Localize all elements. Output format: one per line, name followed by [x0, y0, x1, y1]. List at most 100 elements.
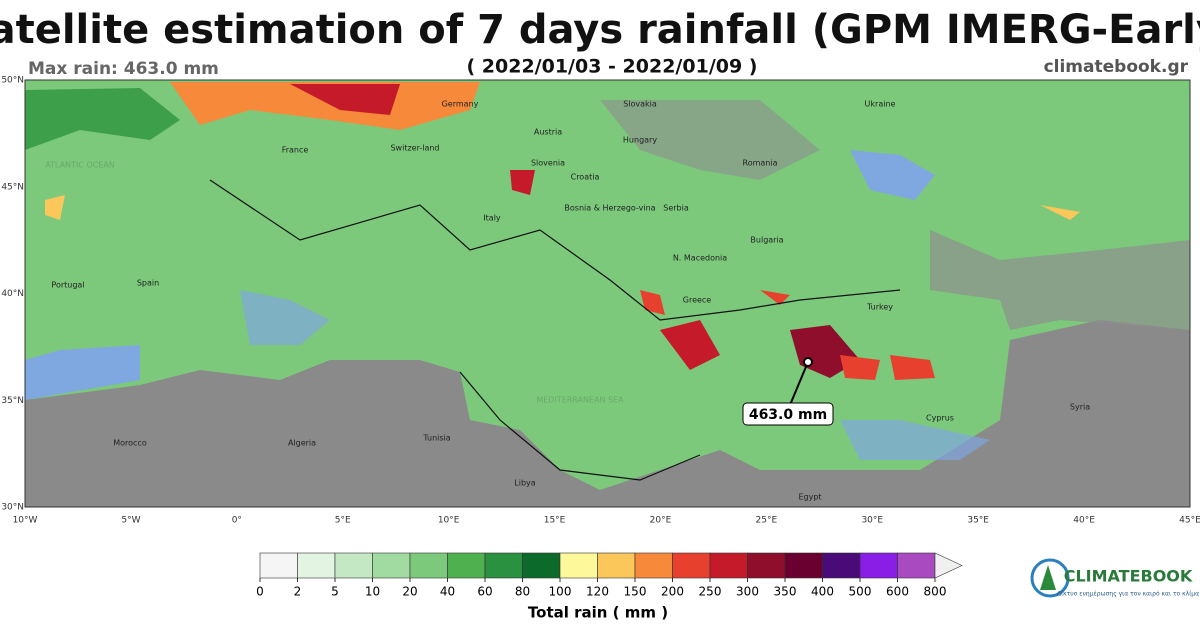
color-bin	[822, 552, 861, 579]
place-label: Spain	[137, 279, 159, 288]
place-label: Romania	[743, 159, 778, 168]
logo: CLIMATEBOOK Δίκτυο ενημέρωσης για τον κα…	[1030, 558, 1199, 598]
sea	[840, 420, 990, 460]
color-bin	[334, 552, 373, 579]
place-label: Serbia	[663, 204, 689, 213]
map-frame	[24, 79, 1191, 508]
lon-label: 20°E	[650, 516, 672, 526]
annotation-box	[742, 402, 834, 426]
annotation-pointer	[789, 361, 809, 406]
site: climatebook.gr	[1044, 57, 1189, 77]
place-label: ATLANTIC OCEAN	[45, 161, 115, 170]
rain-zone	[840, 355, 880, 380]
colorbar-tick-label: 250	[699, 585, 722, 599]
colorbar-tick-label: 100	[549, 585, 572, 599]
place-label: Ukraine	[865, 100, 896, 109]
rain-zone	[170, 82, 480, 130]
color-bin	[447, 552, 486, 579]
colorbar-tick-label: 600	[886, 585, 909, 599]
color-bin	[484, 552, 523, 579]
rain-zone	[1040, 205, 1080, 220]
place-label: Tunisia	[422, 434, 450, 443]
colorbar-tick-label: 2	[294, 585, 302, 599]
place-label: Syria	[1070, 403, 1090, 412]
place-label: Slovenia	[531, 159, 565, 168]
rain-zone	[760, 290, 790, 305]
logo-tagline: Δίκτυο ενημέρωσης για τον καιρό και το κ…	[1057, 591, 1199, 598]
sea	[240, 290, 330, 345]
place-label: Switzer-land	[390, 144, 439, 153]
lat-label: 35°N	[1, 396, 24, 406]
colorbar-tick-label: 200	[661, 585, 684, 599]
color-bin	[559, 552, 598, 579]
colorbar-tick-label: 500	[849, 585, 872, 599]
color-bin	[409, 552, 448, 579]
colorbar-tick-label: 10	[365, 585, 380, 599]
logo-name: CLIMATEBOOK	[1064, 567, 1193, 586]
lon-label: 5°E	[335, 516, 351, 526]
lon-label: 30°E	[861, 516, 883, 526]
place-label: Italy	[483, 214, 501, 223]
color-bin	[597, 552, 636, 579]
colorbar-tick-label: 5	[331, 585, 339, 599]
colorbar-label: Total rain ( mm )	[528, 604, 668, 622]
color-bin	[859, 552, 898, 579]
color-bin	[522, 552, 561, 579]
lon-label: 40°E	[1073, 516, 1095, 526]
sea	[850, 150, 935, 200]
place-label: MEDITERRANEAN SEA	[536, 396, 624, 405]
colorbar-tick-label: 20	[402, 585, 417, 599]
colorbar-tick-label: 400	[811, 585, 834, 599]
lon-label: 0°	[232, 516, 242, 526]
lon-label: 35°E	[967, 516, 989, 526]
lat-label: 45°N	[1, 182, 24, 192]
color-bin	[372, 552, 411, 579]
rain-zone	[290, 84, 400, 115]
colorbar-tick-label: 800	[924, 585, 947, 599]
place-label: Slovakia	[623, 100, 657, 109]
land-dry	[600, 100, 820, 180]
rain-zone	[510, 170, 535, 195]
colorbar-tick-label: 0	[256, 585, 264, 599]
place-label: Cyprus	[926, 414, 954, 423]
color-bin	[634, 552, 673, 579]
period: ( 2022/01/03 - 2022/01/09 )	[467, 56, 758, 78]
place-label: Germany	[442, 100, 479, 109]
colorbar-tick-label: 350	[774, 585, 797, 599]
lat-label: 40°N	[1, 289, 24, 299]
sea	[25, 345, 140, 400]
color-bin	[672, 552, 711, 579]
colorbar: 0 2 5 10 20 40 60 80 100 120 150 200 250 300 350 400 500…	[256, 552, 963, 599]
logo-icon	[1030, 558, 1070, 598]
rain-zone	[890, 355, 935, 380]
colorbar-tick-label: 80	[515, 585, 530, 599]
lat-label: 50°N	[1, 76, 24, 86]
place-label: Portugal	[51, 281, 84, 290]
color-bin	[259, 552, 298, 579]
logo-tree	[1040, 565, 1056, 590]
lon-label: 10°E	[438, 516, 460, 526]
land-dry	[25, 320, 1190, 507]
colorbar-extend	[934, 552, 963, 579]
coastline	[209, 179, 901, 321]
place-label: N. Macedonia	[673, 254, 727, 263]
land-dry	[930, 230, 1190, 330]
color-bin	[747, 552, 786, 579]
colorbar-tick-label: 60	[477, 585, 492, 599]
rain-zone	[25, 88, 180, 150]
place-label: Egypt	[798, 493, 821, 502]
place-label: Bosnia & Herzego-vina	[564, 204, 655, 213]
place-label: Bulgaria	[750, 236, 783, 245]
place-label: Libya	[514, 479, 535, 488]
color-bin	[709, 552, 748, 579]
place-label: France	[282, 146, 309, 155]
rain-zone	[660, 320, 720, 370]
lon-label: 10°W	[13, 516, 38, 526]
place-label: Morocco	[113, 439, 147, 448]
title: Satellite estimation of 7 days rainfall …	[0, 7, 1200, 53]
max-point	[803, 357, 813, 367]
place-label: Croatia	[571, 173, 600, 182]
place-label: Austria	[534, 128, 562, 137]
color-bin	[897, 552, 936, 579]
color-bin	[784, 552, 823, 579]
